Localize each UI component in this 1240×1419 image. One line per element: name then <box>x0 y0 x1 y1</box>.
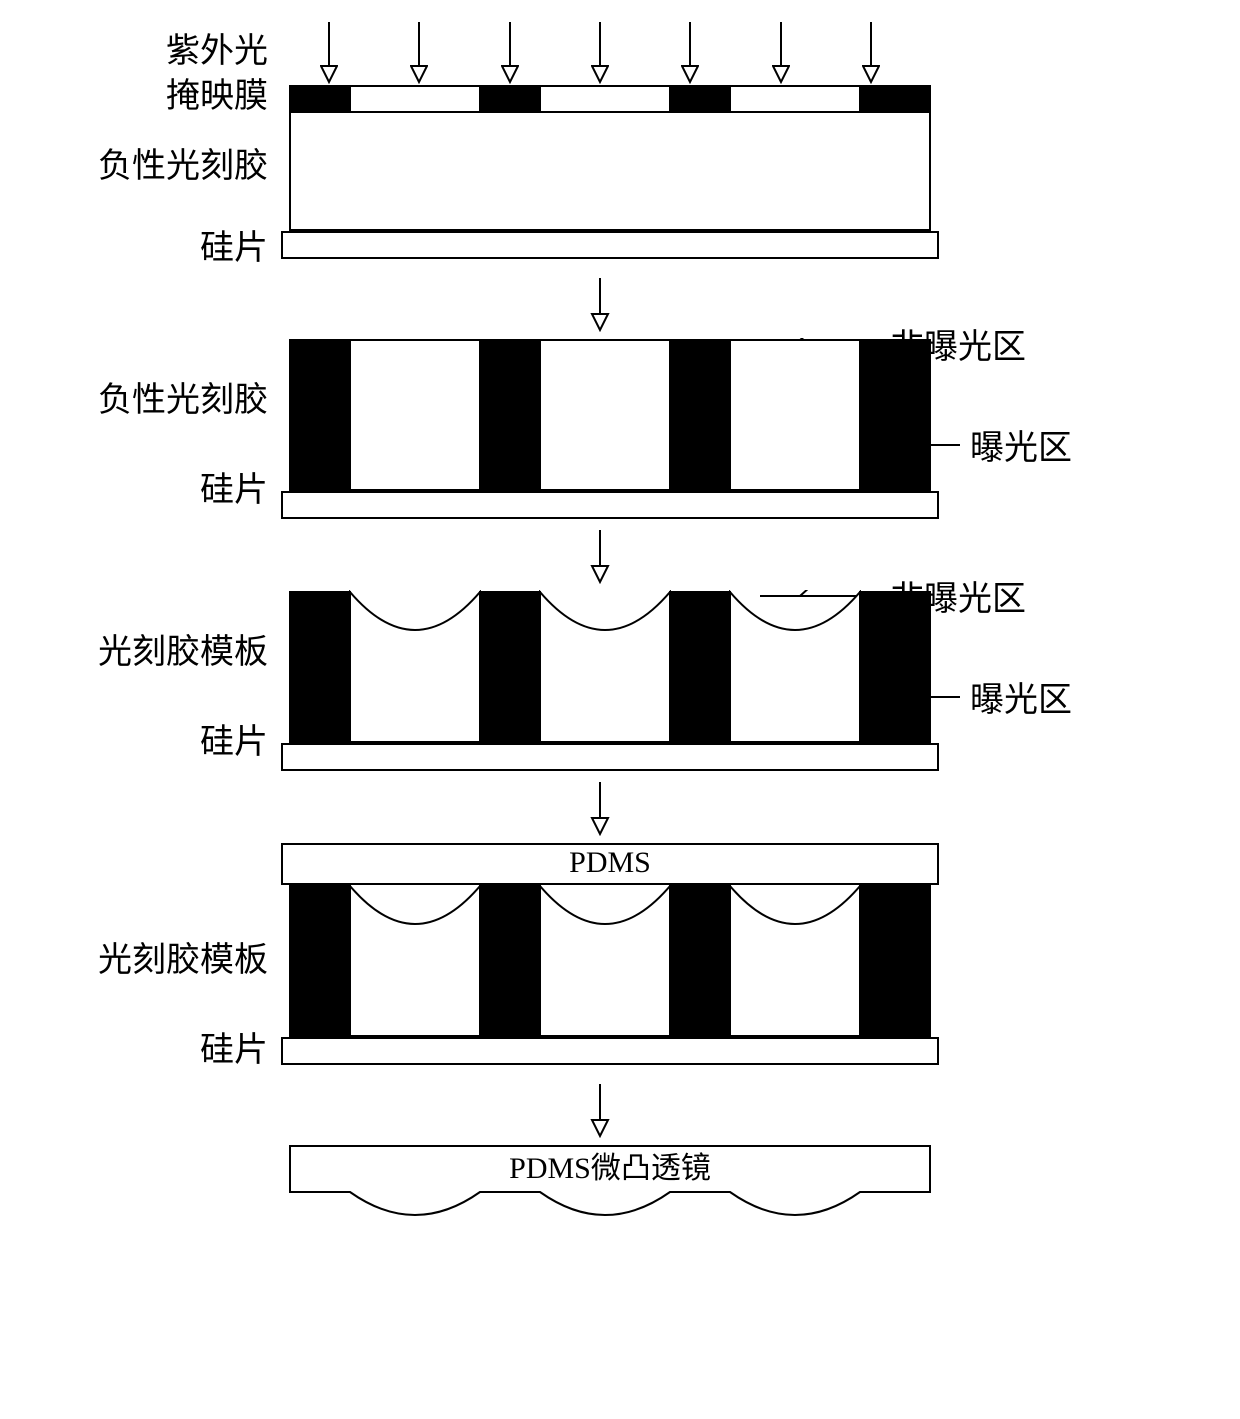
step3-diagram <box>280 590 940 772</box>
step1-diagram <box>280 84 940 262</box>
label-pdms-inline: PDMS <box>569 846 651 879</box>
label-neg-resist-1: 负性光刻胶 <box>20 150 268 184</box>
step2-diagram <box>280 338 940 520</box>
label-wafer-4: 硅片 <box>20 1034 268 1068</box>
label-pdms-lens-inline: PDMS微凸透镜 <box>509 1152 711 1185</box>
label-exp-1: 曝光区 <box>970 420 1072 469</box>
label-uv: 紫外光 <box>20 35 268 69</box>
label-mask: 掩映膜 <box>20 80 268 114</box>
label-wafer-3: 硅片 <box>20 726 268 760</box>
step5-diagram: PDMS微凸透镜 <box>280 1144 940 1240</box>
label-template-2: 光刻胶模板 <box>20 944 268 978</box>
label-exp-2: 曝光区 <box>970 672 1072 721</box>
uv-arrow-row <box>320 20 880 84</box>
step-arrow-4 <box>280 1082 920 1138</box>
step4-diagram: PDMS <box>280 842 940 1074</box>
label-wafer-2: 硅片 <box>20 474 268 508</box>
label-wafer-1: 硅片 <box>20 232 268 266</box>
label-template-1: 光刻胶模板 <box>20 636 268 670</box>
label-neg-resist-2: 负性光刻胶 <box>20 384 268 418</box>
step-arrow-3 <box>280 780 920 836</box>
